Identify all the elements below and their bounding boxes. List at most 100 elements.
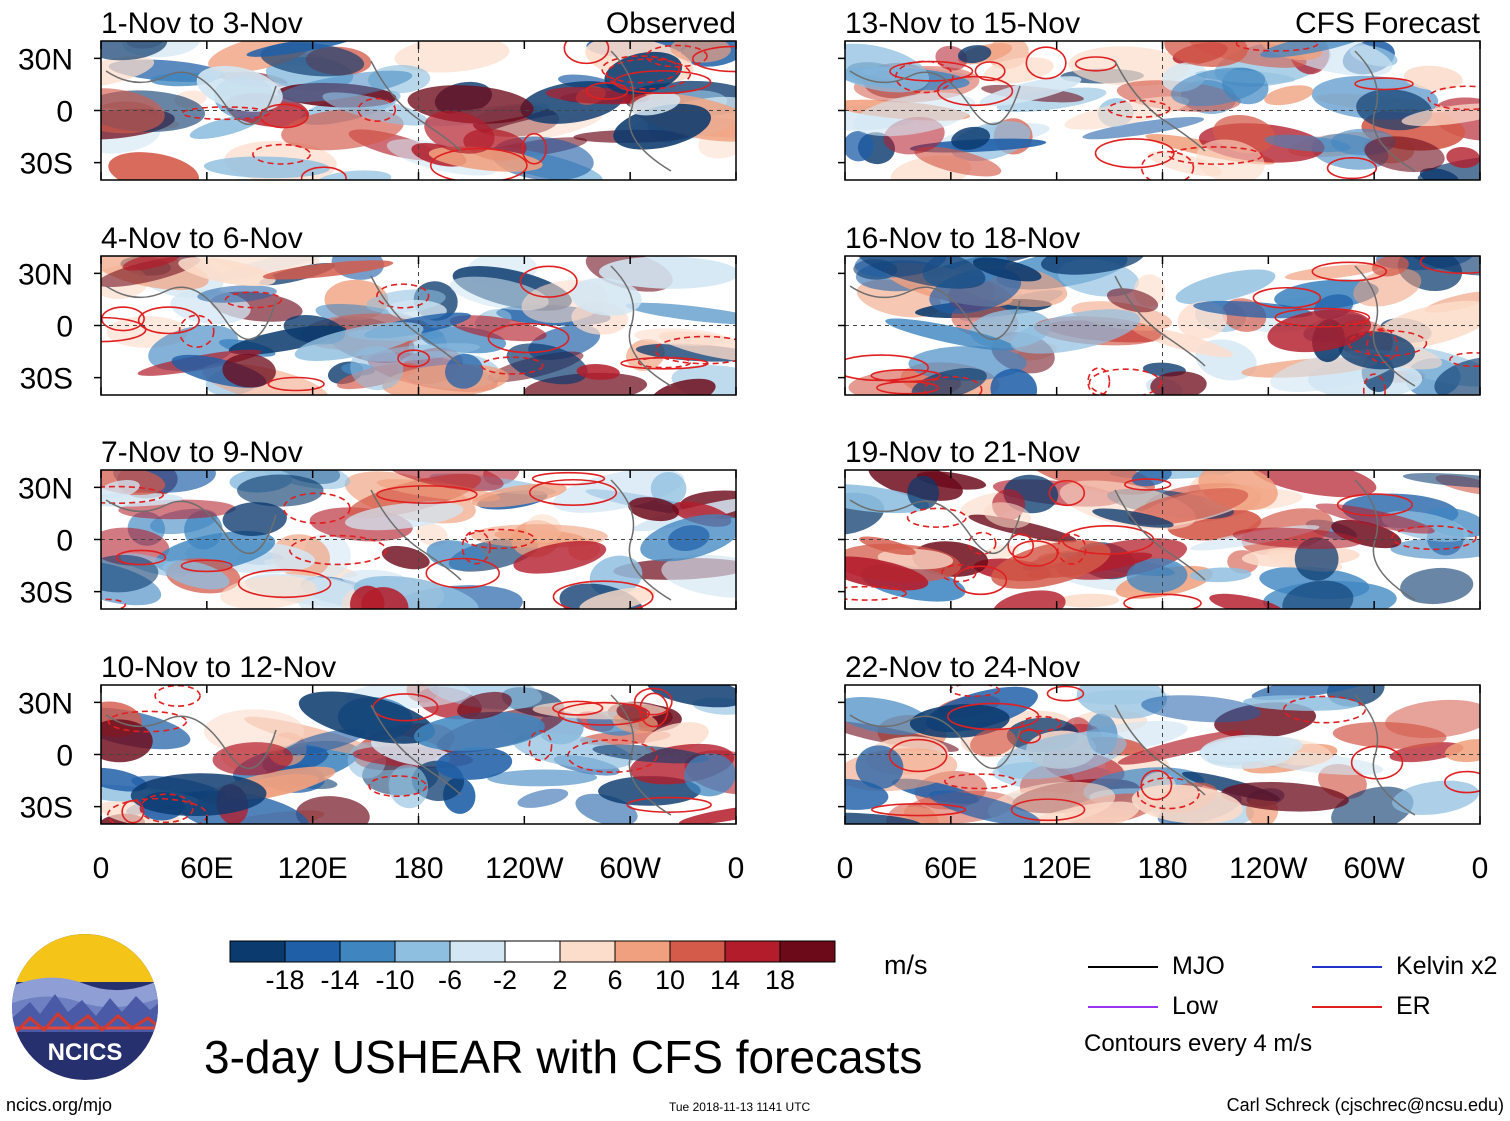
shear-anomaly xyxy=(361,587,409,609)
shear-anomaly xyxy=(651,378,716,395)
shear-anomaly xyxy=(604,51,683,95)
shear-anomaly xyxy=(1401,103,1480,127)
coastline xyxy=(849,50,1416,172)
shear-anomaly xyxy=(101,801,182,824)
lon-label: 120E xyxy=(1022,852,1092,885)
er-contour xyxy=(1010,798,1086,822)
lat-label: 30S xyxy=(20,577,73,610)
colorbar-swatch xyxy=(229,940,286,963)
shear-anomaly xyxy=(972,257,1042,282)
er-contour xyxy=(521,132,547,165)
shear-anomaly xyxy=(506,343,588,385)
shear-anomaly xyxy=(991,540,1111,589)
shear-anomaly xyxy=(1284,264,1380,281)
panel-0: 1-Nov to 3-Nov Observed 30N 0 30S xyxy=(18,7,737,181)
shear-anomaly xyxy=(1175,269,1276,305)
er-contour xyxy=(1235,41,1319,52)
shear-anomaly xyxy=(845,697,931,735)
shear-anomaly xyxy=(237,474,324,507)
lat-label: 0 xyxy=(56,311,73,344)
shear-anomaly xyxy=(983,545,1020,559)
er-contour xyxy=(237,568,332,599)
shear-anomaly xyxy=(1189,567,1252,583)
timestamp: Tue 2018-11-13 1141 UTC xyxy=(669,1100,811,1114)
er-contour xyxy=(1048,479,1086,507)
er-contour xyxy=(1094,138,1175,169)
shear-anomaly xyxy=(487,769,597,787)
shear-anomaly xyxy=(376,479,501,502)
lat-label: 30N xyxy=(18,472,73,505)
er-contour xyxy=(1088,368,1162,395)
er-contour xyxy=(552,700,604,716)
er-contour xyxy=(1311,261,1388,282)
shear-anomaly xyxy=(885,318,1016,351)
shear-anomaly xyxy=(130,773,267,817)
er-contour xyxy=(137,306,200,335)
legend-kelvin-swatch xyxy=(1312,965,1382,968)
er-contour xyxy=(557,701,651,726)
shear-anomaly xyxy=(1193,301,1313,319)
shear-anomaly xyxy=(1117,730,1244,765)
shear-field-7 xyxy=(845,685,1480,824)
shear-anomaly xyxy=(1164,41,1248,67)
er-contour xyxy=(906,507,967,528)
er-contour xyxy=(953,565,1008,596)
site-link[interactable]: ncics.org/mjo xyxy=(6,1095,113,1115)
lon-label: 0 xyxy=(837,852,854,885)
shear-anomaly xyxy=(101,56,155,88)
er-contour xyxy=(1274,307,1371,328)
lon-label: 0 xyxy=(728,852,745,885)
er-contour xyxy=(1021,715,1062,732)
shear-anomaly xyxy=(914,146,1002,177)
er-contour xyxy=(429,147,528,180)
er-contour xyxy=(1282,695,1366,724)
er-contour xyxy=(101,598,126,609)
lat-label: 0 xyxy=(56,96,73,129)
shear-anomaly xyxy=(178,257,276,287)
shear-anomaly xyxy=(101,41,168,61)
shear-anomaly xyxy=(598,256,736,289)
shear-anomaly xyxy=(101,719,153,763)
shear-anomaly xyxy=(322,92,429,126)
shear-anomaly xyxy=(1082,116,1205,140)
shear-anomaly xyxy=(1417,155,1480,180)
shear-anomaly xyxy=(552,470,685,513)
shear-anomaly xyxy=(262,260,394,280)
panel-title: 19-Nov to 21-Nov xyxy=(845,436,1080,469)
shear-anomaly xyxy=(845,484,930,514)
er-contour xyxy=(397,349,431,368)
er-contour xyxy=(968,531,997,555)
er-contour xyxy=(106,797,208,824)
er-contour xyxy=(1362,373,1386,395)
shear-anomaly xyxy=(661,554,736,598)
shear-anomaly xyxy=(413,711,545,751)
colorbar-label: -10 xyxy=(375,965,414,995)
legend-er-label: ER xyxy=(1396,992,1431,1020)
er-contour xyxy=(974,61,1006,82)
shear-anomaly xyxy=(1199,734,1295,769)
panel-3: 10-Nov to 12-Nov 30N 0 30S 0 60E 120E 180 120W 60… xyxy=(18,651,745,885)
panel-title: 1-Nov to 3-Nov xyxy=(101,7,303,40)
shear-anomaly xyxy=(517,788,569,808)
shear-anomaly xyxy=(859,536,916,556)
lon-label: 120W xyxy=(1229,852,1308,885)
er-contour xyxy=(1347,329,1428,357)
er-contour xyxy=(480,356,544,375)
er-contour xyxy=(613,70,712,95)
er-contour xyxy=(376,283,430,309)
legend-mjo-label: MJO xyxy=(1172,952,1225,980)
coastline xyxy=(105,265,672,387)
lat-label: 30N xyxy=(18,43,73,76)
er-contour xyxy=(601,55,680,84)
shear-anomaly xyxy=(258,470,351,490)
er-contour xyxy=(1025,46,1067,80)
shear-anomaly xyxy=(650,472,687,506)
panel-title: 4-Nov to 6-Nov xyxy=(101,222,303,255)
shear-anomaly xyxy=(845,778,889,810)
shear-anomaly xyxy=(658,331,736,363)
er-contour xyxy=(1336,493,1414,517)
shear-anomaly xyxy=(1353,267,1422,307)
er-contour xyxy=(252,143,312,165)
er-contour xyxy=(626,796,712,813)
er-contour xyxy=(181,106,270,121)
